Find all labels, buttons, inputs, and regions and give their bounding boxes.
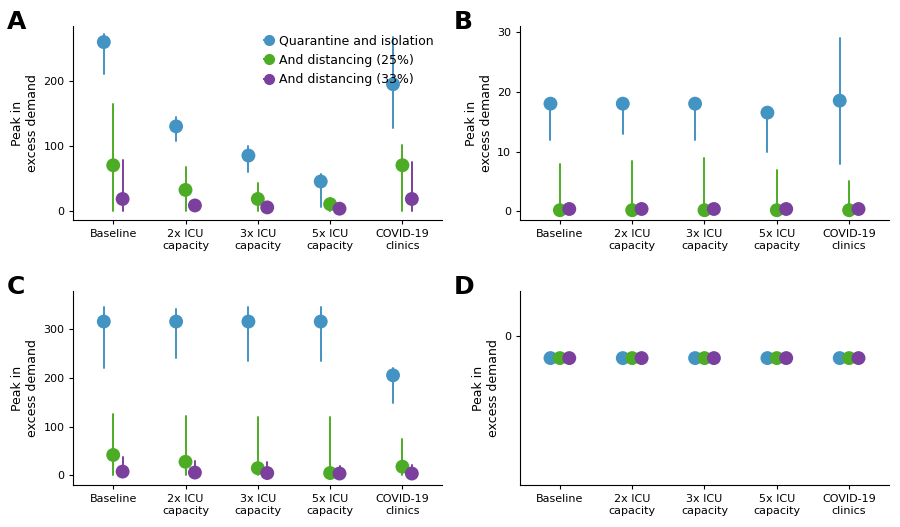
- Point: [706, 354, 721, 362]
- Y-axis label: Peak in
excess demand: Peak in excess demand: [472, 339, 500, 437]
- Legend: Quarantine and isolation, And distancing (25%), And distancing (33%): Quarantine and isolation, And distancing…: [261, 32, 436, 89]
- Point: [698, 354, 712, 362]
- Point: [634, 205, 649, 213]
- Point: [770, 206, 784, 214]
- Point: [760, 109, 775, 117]
- Point: [395, 463, 410, 471]
- Point: [851, 205, 866, 213]
- Point: [698, 206, 712, 214]
- Point: [832, 354, 847, 362]
- Text: A: A: [7, 11, 26, 34]
- Point: [96, 38, 111, 46]
- Point: [616, 354, 630, 362]
- Text: D: D: [454, 275, 474, 299]
- Point: [169, 317, 184, 326]
- Point: [779, 354, 794, 362]
- Point: [169, 122, 184, 131]
- Point: [832, 96, 847, 105]
- Point: [842, 354, 856, 362]
- Point: [386, 371, 400, 379]
- Point: [106, 451, 121, 459]
- Point: [851, 354, 866, 362]
- Point: [405, 470, 419, 478]
- Point: [779, 205, 794, 213]
- Point: [625, 354, 639, 362]
- Point: [115, 467, 130, 476]
- Point: [634, 354, 649, 362]
- Point: [553, 206, 567, 214]
- Point: [313, 177, 328, 186]
- Point: [250, 195, 265, 203]
- Point: [323, 200, 338, 208]
- Point: [96, 317, 111, 326]
- Point: [106, 161, 121, 170]
- Y-axis label: Peak in
excess demand: Peak in excess demand: [464, 74, 493, 172]
- Point: [323, 469, 338, 477]
- Point: [332, 470, 347, 478]
- Point: [178, 186, 193, 194]
- Point: [616, 100, 630, 108]
- Point: [241, 151, 256, 160]
- Text: C: C: [7, 275, 25, 299]
- Point: [178, 457, 193, 466]
- Point: [625, 206, 639, 214]
- Point: [250, 464, 265, 472]
- Point: [760, 354, 775, 362]
- Point: [562, 354, 577, 362]
- Point: [553, 354, 567, 362]
- Point: [770, 354, 784, 362]
- Point: [706, 205, 721, 213]
- Point: [188, 469, 202, 477]
- Point: [241, 317, 256, 326]
- Point: [544, 354, 558, 362]
- Point: [260, 203, 274, 212]
- Point: [115, 195, 130, 203]
- Point: [688, 100, 702, 108]
- Text: B: B: [454, 11, 473, 34]
- Point: [395, 161, 410, 170]
- Point: [313, 317, 328, 326]
- Point: [260, 469, 274, 477]
- Point: [386, 80, 400, 89]
- Y-axis label: Peak in
excess demand: Peak in excess demand: [11, 339, 39, 437]
- Y-axis label: Peak in
excess demand: Peak in excess demand: [11, 74, 39, 172]
- Point: [842, 206, 856, 214]
- Point: [688, 354, 702, 362]
- Point: [332, 204, 347, 213]
- Point: [562, 205, 577, 213]
- Point: [188, 201, 202, 210]
- Point: [405, 195, 419, 203]
- Point: [544, 100, 558, 108]
